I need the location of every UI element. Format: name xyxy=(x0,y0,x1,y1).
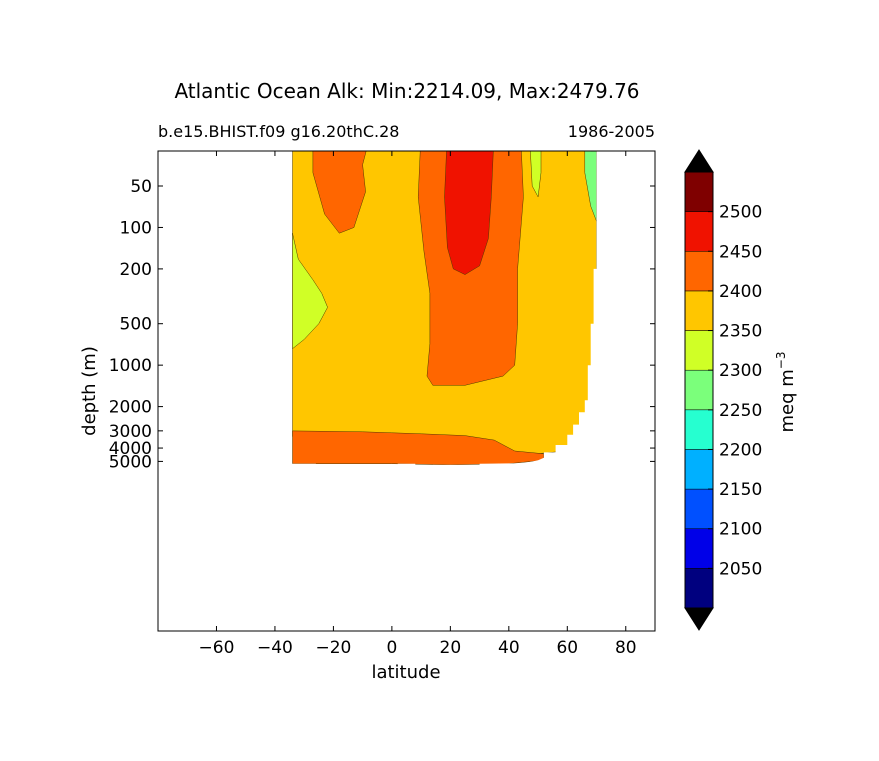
x-tick-label: 40 xyxy=(498,638,520,658)
colorbar-extend-over xyxy=(684,149,714,173)
colorbar-label-unit: meq m xyxy=(777,369,798,432)
colorbar-tick-label: 2200 xyxy=(719,440,762,460)
colorbar: 2050 2100 2150 2200 2250 2300 2350 2400 2450 2500 xyxy=(684,149,762,631)
colorbar-frame xyxy=(684,171,714,609)
x-tick-label: −60 xyxy=(199,638,235,658)
y-tick-label: 5000 xyxy=(109,452,152,472)
contour-field-2300 xyxy=(292,233,328,350)
x-tick-label: 80 xyxy=(615,638,637,658)
colorbar-swatch xyxy=(684,171,714,212)
colorbar-tick-label: 2250 xyxy=(719,401,762,421)
colorbar-swatch xyxy=(684,211,714,252)
colorbar-swatch xyxy=(684,290,714,331)
colorbar-swatch xyxy=(684,409,714,450)
x-tick-label: 60 xyxy=(556,638,578,658)
y-tick-label: 100 xyxy=(120,218,152,238)
colorbar-tick-label: 2050 xyxy=(719,559,762,579)
colorbar-tick-label: 2400 xyxy=(719,282,762,302)
colorbar-tick-label: 2300 xyxy=(719,361,762,381)
colorbar-extend-under xyxy=(684,607,714,631)
colorbar-swatch xyxy=(684,449,714,490)
colorbar-tick-label: 2150 xyxy=(719,480,762,500)
x-tick-label: −20 xyxy=(315,638,351,658)
colorbar-label: meq m−3 xyxy=(774,352,798,433)
chart-title: Atlantic Ocean Alk: Min:2214.09, Max:247… xyxy=(174,79,639,103)
contour-field-2300 xyxy=(530,151,542,198)
y-tick-label: 4000 xyxy=(109,439,152,459)
colorbar-swatch xyxy=(684,568,714,609)
y-tick-label: 200 xyxy=(120,260,152,280)
plot-area xyxy=(292,151,655,468)
contour-field-2400 xyxy=(312,151,367,234)
y-tick-label: 500 xyxy=(120,315,152,335)
colorbar-label-exponent: −3 xyxy=(774,352,788,370)
x-tick-label: −40 xyxy=(257,638,293,658)
x-tick-label: 0 xyxy=(386,638,397,658)
colorbar-swatch xyxy=(684,251,714,292)
colorbar-swatch xyxy=(684,528,714,569)
colorbar-tick-label: 2350 xyxy=(719,322,762,342)
colorbar-swatch xyxy=(684,369,714,411)
colorbar-tick-label: 2450 xyxy=(719,242,762,262)
x-axis: −60 −40 −20 0 20 40 60 80 xyxy=(199,151,637,658)
y-tick-label: 1000 xyxy=(109,356,152,376)
x-tick-label: 20 xyxy=(440,638,462,658)
colorbar-tick-label: 2500 xyxy=(719,203,762,223)
colorbar-swatch xyxy=(684,330,714,371)
contour-field-2250 xyxy=(584,151,597,222)
y-tick-label: 50 xyxy=(130,177,152,197)
y-tick-label: 3000 xyxy=(109,422,152,442)
x-axis-label: latitude xyxy=(371,662,440,683)
bottom-topography xyxy=(292,151,655,468)
contour-field-2450 xyxy=(444,151,494,275)
plot-frame xyxy=(157,150,656,632)
chart-subtitle-left: b.e15.BHIST.f09 g16.20thC.28 xyxy=(158,122,399,141)
colorbar-tick-label: 2100 xyxy=(719,520,762,540)
y-axis-label: depth (m) xyxy=(79,346,100,436)
colorbar-swatch xyxy=(684,488,714,529)
y-tick-label: 2000 xyxy=(109,398,152,418)
chart-subtitle-right: 1986-2005 xyxy=(568,122,655,141)
